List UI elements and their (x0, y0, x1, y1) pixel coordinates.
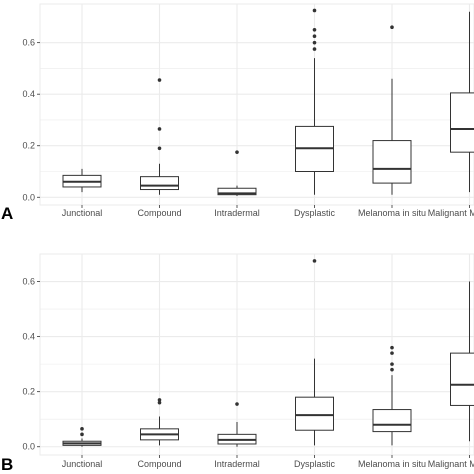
y-tick-label: 0.6 (22, 38, 35, 48)
box-junctional (62, 168, 102, 193)
iqr-box (372, 140, 412, 184)
box-melanoma-in-situ (372, 345, 412, 446)
y-tick-label: 0.6 (22, 277, 35, 287)
x-tick-label: Intradermal (214, 459, 260, 469)
x-tick-label: Dysplastic (294, 208, 336, 218)
x-tick-label: Malignant Melanoma (428, 459, 474, 469)
x-tick-label: Melanoma in situ (358, 208, 426, 218)
y-tick-label: 0.2 (22, 387, 35, 397)
box-intradermal (217, 402, 257, 447)
outlier-point (312, 34, 317, 39)
outlier-point (390, 345, 394, 350)
box-junctional (62, 427, 102, 447)
box-melanoma-in-situ (372, 25, 412, 195)
outlier-point (157, 400, 162, 405)
outlier-point (235, 402, 239, 406)
outlier-point (312, 8, 317, 13)
iqr-box (217, 187, 257, 196)
outlier-point (390, 367, 394, 372)
outlier-point (312, 40, 317, 45)
box-malignant-melanoma (450, 11, 474, 193)
x-tick-label: Compound (137, 459, 181, 469)
panel-letter: A (1, 204, 13, 223)
iqr-box (295, 396, 334, 431)
panel-letter: B (1, 455, 13, 474)
outlier-point (157, 127, 162, 131)
outlier-point (390, 25, 394, 29)
iqr-box (450, 352, 474, 406)
x-tick-label: Junctional (62, 208, 103, 218)
outlier-point (157, 398, 162, 402)
outlier-point (312, 27, 317, 32)
outlier-point (390, 351, 394, 355)
x-tick-label: Compound (137, 208, 181, 218)
y-tick-label: 0.0 (22, 192, 35, 202)
box-compound (140, 78, 179, 195)
x-tick-label: Melanoma in situ (358, 459, 426, 469)
outlier-point (157, 78, 162, 82)
box-malignant-melanoma (450, 281, 474, 442)
box-dysplastic (295, 259, 334, 446)
panel-b: 0.0 0.2 0.4 0.6 Junctional Compound Intraderma… (1, 253, 474, 474)
x-tick-label: Junctional (62, 459, 103, 469)
y-tick-label: 0.4 (22, 332, 35, 342)
iqr-box (372, 409, 412, 433)
outlier-point (157, 146, 162, 151)
x-tick-label: Dysplastic (294, 459, 336, 469)
panel-a: 0.0 0.2 0.4 0.6 Junctional Compound Intraderma… (1, 3, 474, 223)
y-tick-label: 0.0 (22, 442, 35, 452)
outlier-point (80, 432, 84, 437)
box-compound (140, 398, 179, 446)
x-tick-label: Malignant Melanoma (428, 208, 474, 218)
x-tick-label: Intradermal (214, 208, 260, 218)
outlier-point (235, 150, 239, 154)
box-intradermal (217, 150, 257, 196)
y-tick-label: 0.2 (22, 141, 35, 151)
y-tick-label: 0.4 (22, 89, 35, 99)
outlier-point (312, 47, 317, 51)
outlier-point (312, 259, 317, 263)
iqr-box (450, 92, 474, 153)
outlier-point (80, 427, 84, 431)
box-dysplastic (295, 8, 334, 195)
outlier-point (390, 362, 394, 366)
iqr-box (140, 176, 179, 191)
